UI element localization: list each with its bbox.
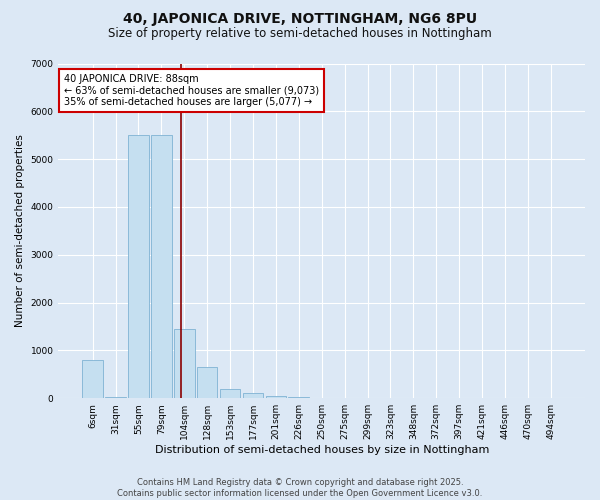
Bar [82,360,103,398]
X-axis label: Distribution of semi-detached houses by size in Nottingham: Distribution of semi-detached houses by … [155,445,489,455]
Text: 40 JAPONICA DRIVE: 88sqm
← 63% of semi-detached houses are smaller (9,073)
35% o: 40 JAPONICA DRIVE: 88sqm ← 63% of semi-d… [64,74,319,106]
Bar [266,396,286,398]
Y-axis label: Number of semi-detached properties: Number of semi-detached properties [15,134,25,328]
Bar [197,367,217,398]
Bar [151,135,172,398]
Bar [220,388,241,398]
Bar [242,394,263,398]
Text: Size of property relative to semi-detached houses in Nottingham: Size of property relative to semi-detach… [108,28,492,40]
Bar [128,135,149,398]
Text: 40, JAPONICA DRIVE, NOTTINGHAM, NG6 8PU: 40, JAPONICA DRIVE, NOTTINGHAM, NG6 8PU [123,12,477,26]
Text: Contains HM Land Registry data © Crown copyright and database right 2025.
Contai: Contains HM Land Registry data © Crown c… [118,478,482,498]
Bar [174,329,194,398]
